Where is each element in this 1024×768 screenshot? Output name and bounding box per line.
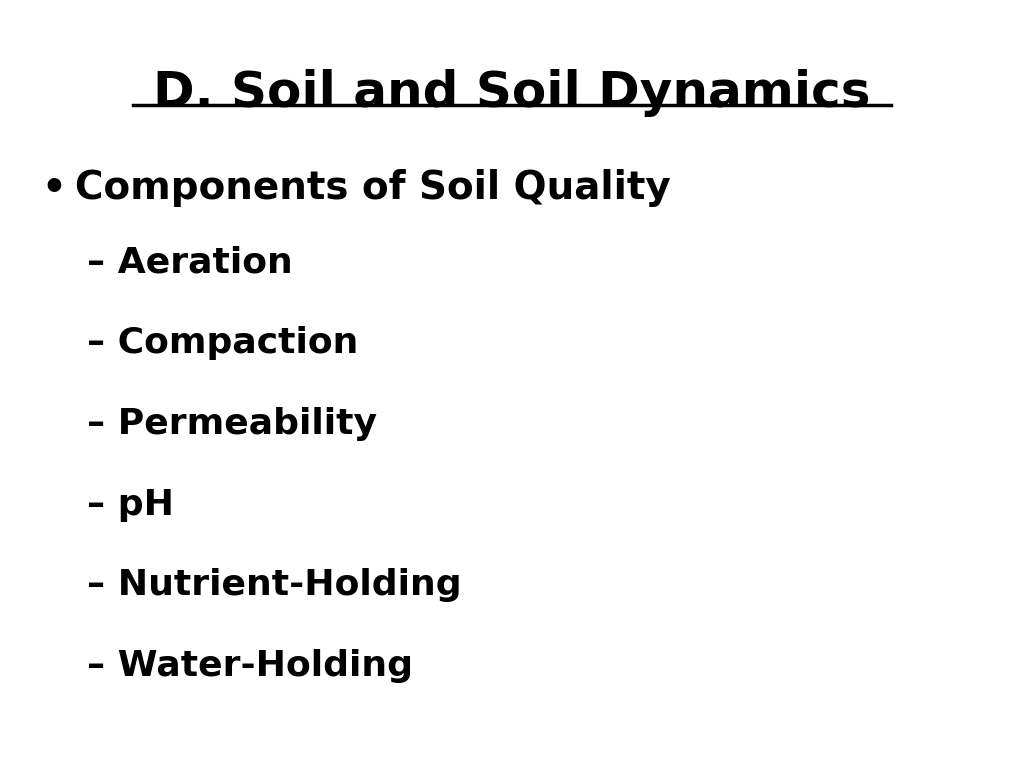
Text: D. Soil and Soil Dynamics: D. Soil and Soil Dynamics xyxy=(154,69,870,118)
Text: – Nutrient-Holding: – Nutrient-Holding xyxy=(87,568,462,602)
Text: – Permeability: – Permeability xyxy=(87,407,377,441)
Text: – Water-Holding: – Water-Holding xyxy=(87,649,413,683)
Text: – pH: – pH xyxy=(87,488,174,521)
Text: – Compaction: – Compaction xyxy=(87,326,358,360)
Text: – Aeration: – Aeration xyxy=(87,246,293,280)
Text: •: • xyxy=(41,169,66,207)
Text: Components of Soil Quality: Components of Soil Quality xyxy=(75,169,671,207)
